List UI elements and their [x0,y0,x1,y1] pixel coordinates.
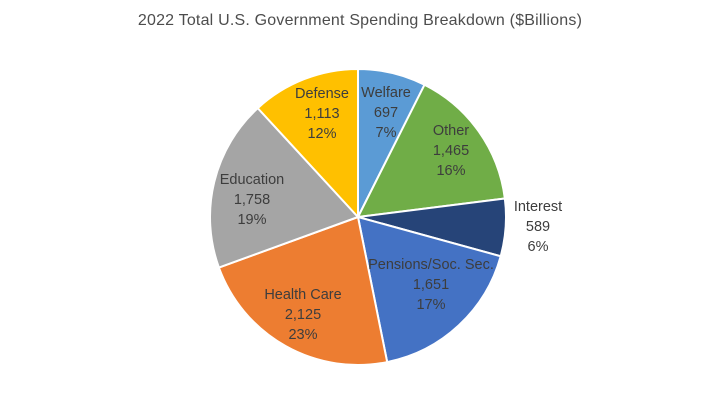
pie-slice-pensions-soc-sec [357,216,502,364]
slice-name: Interest [513,199,563,215]
slice-name: Other [432,123,470,139]
slice-value: 589 [525,219,551,235]
slice-label-welfare: Welfare 697 7% [361,83,411,143]
pie-slice-defense [256,68,359,218]
pie-slice-other [357,83,506,218]
slice-name: Defense [294,86,350,102]
slice-label-interest: Interest 589 6% [514,197,562,257]
slice-label-pensions-soc-sec: Pensions/Soc. Sec. 1,651 17% [368,255,494,315]
slice-name: Welfare [361,85,411,101]
slice-name: Education [219,172,285,188]
slice-name: Health Care [264,287,342,303]
slice-name: Pensions/Soc. Sec. [368,257,494,273]
slice-value: 2,125 [284,307,322,323]
slice-value: 1,651 [412,277,450,293]
slice-value: 697 [373,105,399,121]
slice-percent: 7% [375,125,397,141]
chart-title: 2022 Total U.S. Government Spending Brea… [137,12,583,29]
slice-value: 1,113 [304,106,340,122]
slice-percent: 16% [436,163,466,179]
slice-value: 1,758 [233,192,271,208]
slice-label-other: Other 1,465 16% [433,121,469,181]
slice-percent: 17% [416,297,446,313]
slice-value: 1,465 [432,143,470,159]
pie-slice-education [209,107,359,269]
slice-label-defense: Defense 1,113 12% [295,84,349,144]
slice-percent: 6% [527,239,549,255]
slice-percent: 23% [288,327,318,343]
slice-label-health-care: Health Care 2,125 23% [264,285,341,345]
slice-label-education: Education 1,758 19% [220,170,285,230]
slice-percent: 12% [307,126,337,142]
slice-percent: 19% [237,212,267,228]
pie-slice-health-care [217,216,389,366]
